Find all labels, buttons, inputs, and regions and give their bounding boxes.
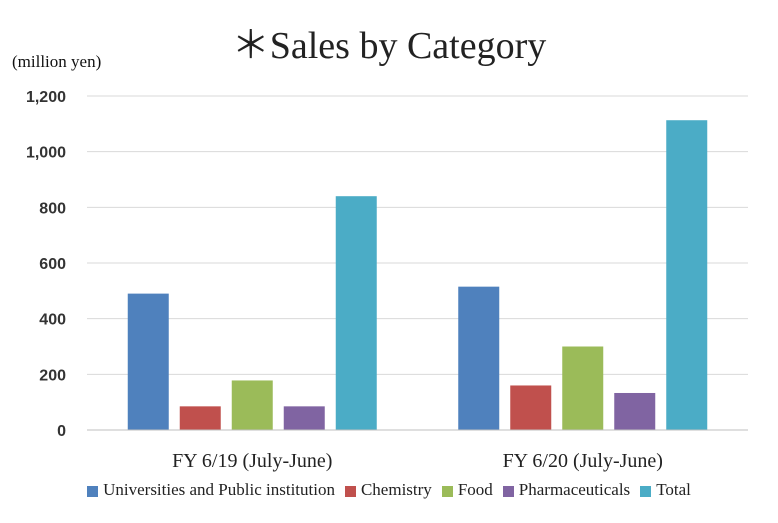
bar-food-0 <box>231 380 273 430</box>
y-tick-label: 0 <box>57 423 66 440</box>
chart-title: ＊Sales by Category <box>231 25 547 67</box>
legend-item: Universities and Public institution <box>87 480 335 500</box>
bar-food-1 <box>562 346 604 430</box>
legend-item: Food <box>441 480 493 500</box>
x-category-label: FY 6/19 (July-June) <box>172 450 332 472</box>
y-tick-label: 1,200 <box>26 89 66 106</box>
x-category-label: FY 6/20 (July-June) <box>503 450 663 472</box>
x-axis-labels: FY 6/19 (July-June) FY 6/20 (July-June) <box>172 450 663 472</box>
bar-universities-and-public-institution-1 <box>458 286 500 430</box>
y-tick-label: 400 <box>39 312 66 329</box>
y-tick-label: 800 <box>39 200 66 217</box>
bar-chemistry-1 <box>510 385 552 430</box>
bar-chemistry-0 <box>179 406 221 430</box>
grid-lines <box>87 95 748 375</box>
y-tick-label: 200 <box>39 367 66 384</box>
legend-item: Total <box>640 480 691 500</box>
y-axis-ticks: 0 200 400 600 800 1,000 1,200 <box>26 89 66 440</box>
legend-swatch <box>441 485 453 497</box>
bars <box>127 120 708 430</box>
legend-item: Pharmaceuticals <box>502 480 631 500</box>
legend-label: Total <box>656 480 691 499</box>
legend-swatch <box>640 485 652 497</box>
bar-universities-and-public-institution-0 <box>127 293 169 430</box>
bar-total-0 <box>335 196 377 430</box>
legend-swatch <box>344 485 356 497</box>
legend-item: Chemistry <box>344 480 432 500</box>
bar-total-1 <box>666 120 708 430</box>
legend-label: Food <box>457 480 493 499</box>
legend-label: Pharmaceuticals <box>518 480 631 499</box>
legend: Universities and Public institution Chemi… <box>0 480 778 500</box>
legend-swatch <box>502 485 514 497</box>
legend-label: Chemistry <box>360 480 432 499</box>
bar-pharmaceuticals-0 <box>283 406 325 430</box>
bar-pharmaceuticals-1 <box>614 392 656 430</box>
legend-swatch <box>87 485 99 497</box>
y-axis-unit-label: (million yen) <box>12 52 102 71</box>
legend-label: Universities and Public institution <box>103 480 335 499</box>
y-tick-label: 600 <box>39 256 66 273</box>
y-tick-label: 1,000 <box>26 145 66 162</box>
